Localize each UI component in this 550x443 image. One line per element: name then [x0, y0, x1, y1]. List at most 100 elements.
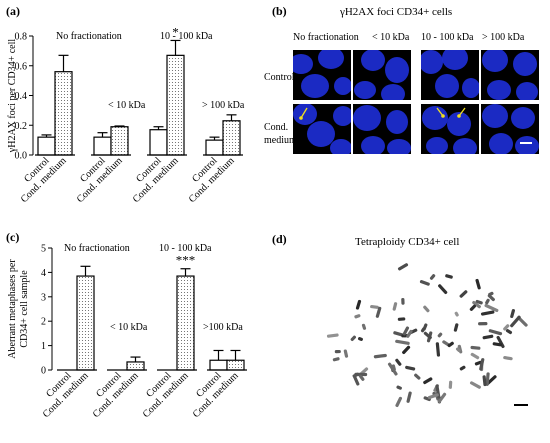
a-y-axis-label: γH2AX foci per CD34+ cell: [7, 39, 18, 154]
nucleus: [421, 50, 443, 74]
micrograph-cell: [293, 50, 351, 100]
col-label-lt10: < 10 kDa: [372, 32, 410, 43]
c-y-tick-label: 0: [41, 366, 46, 377]
chromosome: [475, 299, 483, 305]
arrow-head: [441, 114, 445, 118]
chromosome: [478, 322, 488, 326]
chromosome: [392, 302, 398, 311]
chromosome: [375, 306, 382, 318]
c-significance-marker: ***: [176, 253, 196, 268]
chromosome: [445, 274, 453, 279]
nucleus: [385, 57, 409, 83]
chromosome: [480, 310, 495, 316]
chromosome: [505, 329, 513, 335]
nucleus: [293, 104, 317, 125]
chromosome: [453, 323, 459, 332]
a-y-tick-label: 0.4: [15, 91, 28, 102]
row-label-control: Control: [264, 72, 295, 83]
chromosome: [459, 290, 468, 298]
chromosome: [420, 327, 426, 333]
nucleus: [293, 54, 313, 74]
chromosome: [387, 362, 398, 376]
chromosome: [437, 332, 443, 338]
chromosome: [395, 396, 403, 408]
c-y-axis-label-line: Aberrant metaphases per: [7, 259, 18, 359]
micrograph-image: [353, 105, 411, 154]
nucleus: [381, 84, 405, 100]
scale-bar-b: [520, 142, 532, 144]
chromosome: [457, 344, 463, 354]
chromosome: [373, 353, 387, 359]
nucleus: [361, 136, 385, 154]
chromosome: [488, 329, 503, 336]
a-y-tick-label: 0.8: [15, 32, 28, 43]
chromosome: [470, 345, 481, 350]
chromosome: [361, 323, 367, 330]
a-bar: [37, 136, 56, 156]
chromosome: [352, 374, 360, 386]
chromosome: [423, 396, 431, 402]
chromosome: [395, 358, 402, 366]
micrograph-cell: [421, 50, 479, 100]
c-y-tick-label: 5: [41, 244, 46, 255]
nucleus: [462, 78, 479, 98]
nucleus: [489, 133, 513, 154]
nucleus: [422, 106, 448, 130]
c-bar: [76, 275, 95, 371]
a-group-label: No fractionation: [56, 31, 122, 42]
nucleus: [333, 106, 351, 126]
a-y-tick-label: 0.6: [15, 61, 28, 72]
chromosome: [437, 392, 447, 404]
chromosome: [334, 349, 341, 354]
chromosome: [354, 314, 361, 319]
c-y-tick-label: 3: [41, 292, 46, 303]
chromosome: [474, 360, 482, 366]
chart-c-aberrant-metaphases: 0 1 2 3 4 5 Aberrant metaphases per CD34+ cell …: [7, 243, 247, 420]
panel-b-letter: (b): [272, 4, 287, 18]
nucleus: [354, 81, 376, 99]
chromosome: [469, 381, 481, 389]
chromosome: [355, 299, 362, 310]
a-bar: [205, 139, 224, 156]
nucleus: [482, 104, 508, 128]
chromosome: [454, 311, 459, 317]
micrograph-cell: [353, 104, 411, 154]
row-label-cond-medium-line2: medium: [264, 135, 297, 146]
c-bar: [209, 359, 228, 371]
nucleus: [435, 74, 459, 98]
chromosome: [402, 345, 411, 355]
nucleus: [442, 50, 468, 70]
nucleus: [387, 139, 411, 154]
col-label-gt100: > 100 kDa: [482, 32, 525, 43]
arrow-head: [457, 114, 461, 118]
panel-a-letter: (a): [6, 4, 20, 18]
col-label-10-100: 10 - 100 kDa: [421, 32, 474, 43]
chromosome: [395, 339, 410, 345]
chromosome: [485, 298, 490, 305]
a-y-tick-label: 0.2: [15, 121, 28, 132]
chromosome: [482, 334, 494, 340]
panel-d-letter: (d): [272, 232, 287, 246]
a-group-label: 10 - 100 kDa: [160, 31, 213, 42]
c-group-label: >100 kDa: [203, 322, 243, 333]
panel-c-letter: (c): [6, 230, 20, 244]
chromosome: [423, 377, 433, 385]
arrow-head: [299, 116, 303, 120]
micrograph-image: [293, 50, 351, 98]
c-bar: [126, 361, 145, 371]
micrograph-cell: [421, 104, 479, 154]
a-bar: [222, 120, 241, 156]
nucleus: [386, 110, 408, 134]
panel-b-title: γH2AX foci CD34+ cells: [340, 6, 453, 18]
chromosome: [475, 278, 481, 290]
chromosome: [405, 365, 416, 371]
nucleus: [487, 80, 511, 100]
nucleus: [515, 136, 539, 154]
a-group-label: < 10 kDa: [108, 100, 146, 111]
chromosome: [406, 329, 413, 338]
nucleus: [453, 138, 477, 154]
row-label-cond-medium-line1: Cond.: [264, 122, 289, 133]
chromosome: [423, 331, 432, 340]
chromosome: [503, 324, 510, 331]
